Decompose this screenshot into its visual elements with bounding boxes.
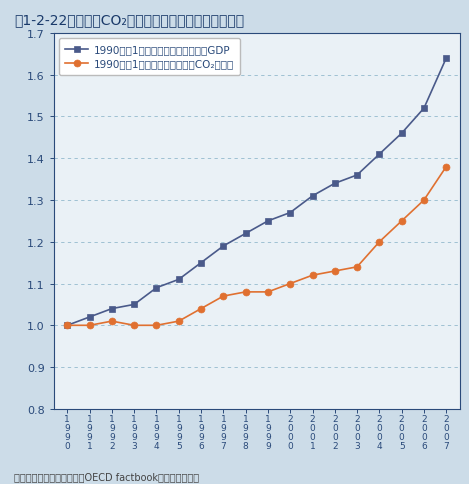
1990年を1としたときの各年の実質GDP bbox=[332, 181, 338, 187]
1990年を1としたときの各年の実質GDP bbox=[154, 285, 159, 291]
1990年を1としたときの各年の実質GDP bbox=[399, 131, 404, 137]
1990年を1としたときの各年の実質GDP bbox=[65, 323, 70, 329]
1990年を1としたときの各年のCO₂排出量 bbox=[399, 219, 404, 225]
1990年を1としたときの各年のCO₂排出量 bbox=[443, 165, 449, 170]
1990年を1としたときの各年の実質GDP bbox=[265, 219, 271, 225]
1990年を1としたときの各年のCO₂排出量 bbox=[198, 306, 204, 312]
1990年を1としたときの各年の実質GDP bbox=[287, 210, 293, 216]
1990年を1としたときの各年のCO₂排出量 bbox=[243, 289, 249, 295]
Legend: 1990年を1としたときの各年の実質GDP, 1990年を1としたときの各年のCO₂排出量: 1990年を1としたときの各年の実質GDP, 1990年を1としたときの各年のC… bbox=[59, 39, 240, 76]
1990年を1としたときの各年の実質GDP bbox=[220, 243, 226, 249]
1990年を1としたときの各年のCO₂排出量 bbox=[109, 318, 115, 324]
1990年を1としたときの各年のCO₂排出量 bbox=[354, 264, 360, 270]
1990年を1としたときの各年のCO₂排出量 bbox=[265, 289, 271, 295]
1990年を1としたときの各年の実質GDP bbox=[87, 315, 92, 320]
Line: 1990年を1としたときの各年のCO₂排出量: 1990年を1としたときの各年のCO₂排出量 bbox=[64, 164, 450, 329]
1990年を1としたときの各年の実質GDP bbox=[421, 106, 427, 112]
1990年を1としたときの各年のCO₂排出量 bbox=[65, 323, 70, 329]
1990年を1としたときの各年のCO₂排出量 bbox=[154, 323, 159, 329]
1990年を1としたときの各年のCO₂排出量 bbox=[131, 323, 137, 329]
Line: 1990年を1としたときの各年の実質GDP: 1990年を1としたときの各年の実質GDP bbox=[64, 56, 449, 329]
1990年を1としたときの各年のCO₂排出量 bbox=[287, 281, 293, 287]
1990年を1としたときの各年の実質GDP bbox=[131, 302, 137, 308]
Text: 囱1-2-22　経済とCO₂排出量の相対的デカップリング: 囱1-2-22 経済とCO₂排出量の相対的デカップリング bbox=[14, 14, 244, 28]
1990年を1としたときの各年のCO₂排出量 bbox=[377, 240, 382, 245]
1990年を1としたときの各年のCO₂排出量 bbox=[310, 272, 315, 278]
1990年を1としたときの各年の実質GDP bbox=[109, 306, 115, 312]
1990年を1としたときの各年の実質GDP bbox=[354, 173, 360, 179]
1990年を1としたときの各年の実質GDP bbox=[176, 277, 182, 283]
1990年を1としたときの各年の実質GDP bbox=[310, 194, 315, 199]
1990年を1としたときの各年の実質GDP bbox=[198, 260, 204, 266]
1990年を1としたときの各年のCO₂排出量 bbox=[176, 318, 182, 324]
1990年を1としたときの各年のCO₂排出量 bbox=[421, 197, 427, 203]
1990年を1としたときの各年のCO₂排出量 bbox=[332, 269, 338, 274]
1990年を1としたときの各年のCO₂排出量 bbox=[87, 323, 92, 329]
1990年を1としたときの各年の実質GDP bbox=[443, 56, 449, 62]
1990年を1としたときの各年の実質GDP bbox=[243, 231, 249, 237]
1990年を1としたときの各年のCO₂排出量 bbox=[220, 293, 226, 299]
1990年を1としたときの各年の実質GDP bbox=[377, 152, 382, 158]
Text: 資料：国連統計部資料及びOECD factbookより環境省作成: 資料：国連統計部資料及びOECD factbookより環境省作成 bbox=[14, 471, 199, 482]
